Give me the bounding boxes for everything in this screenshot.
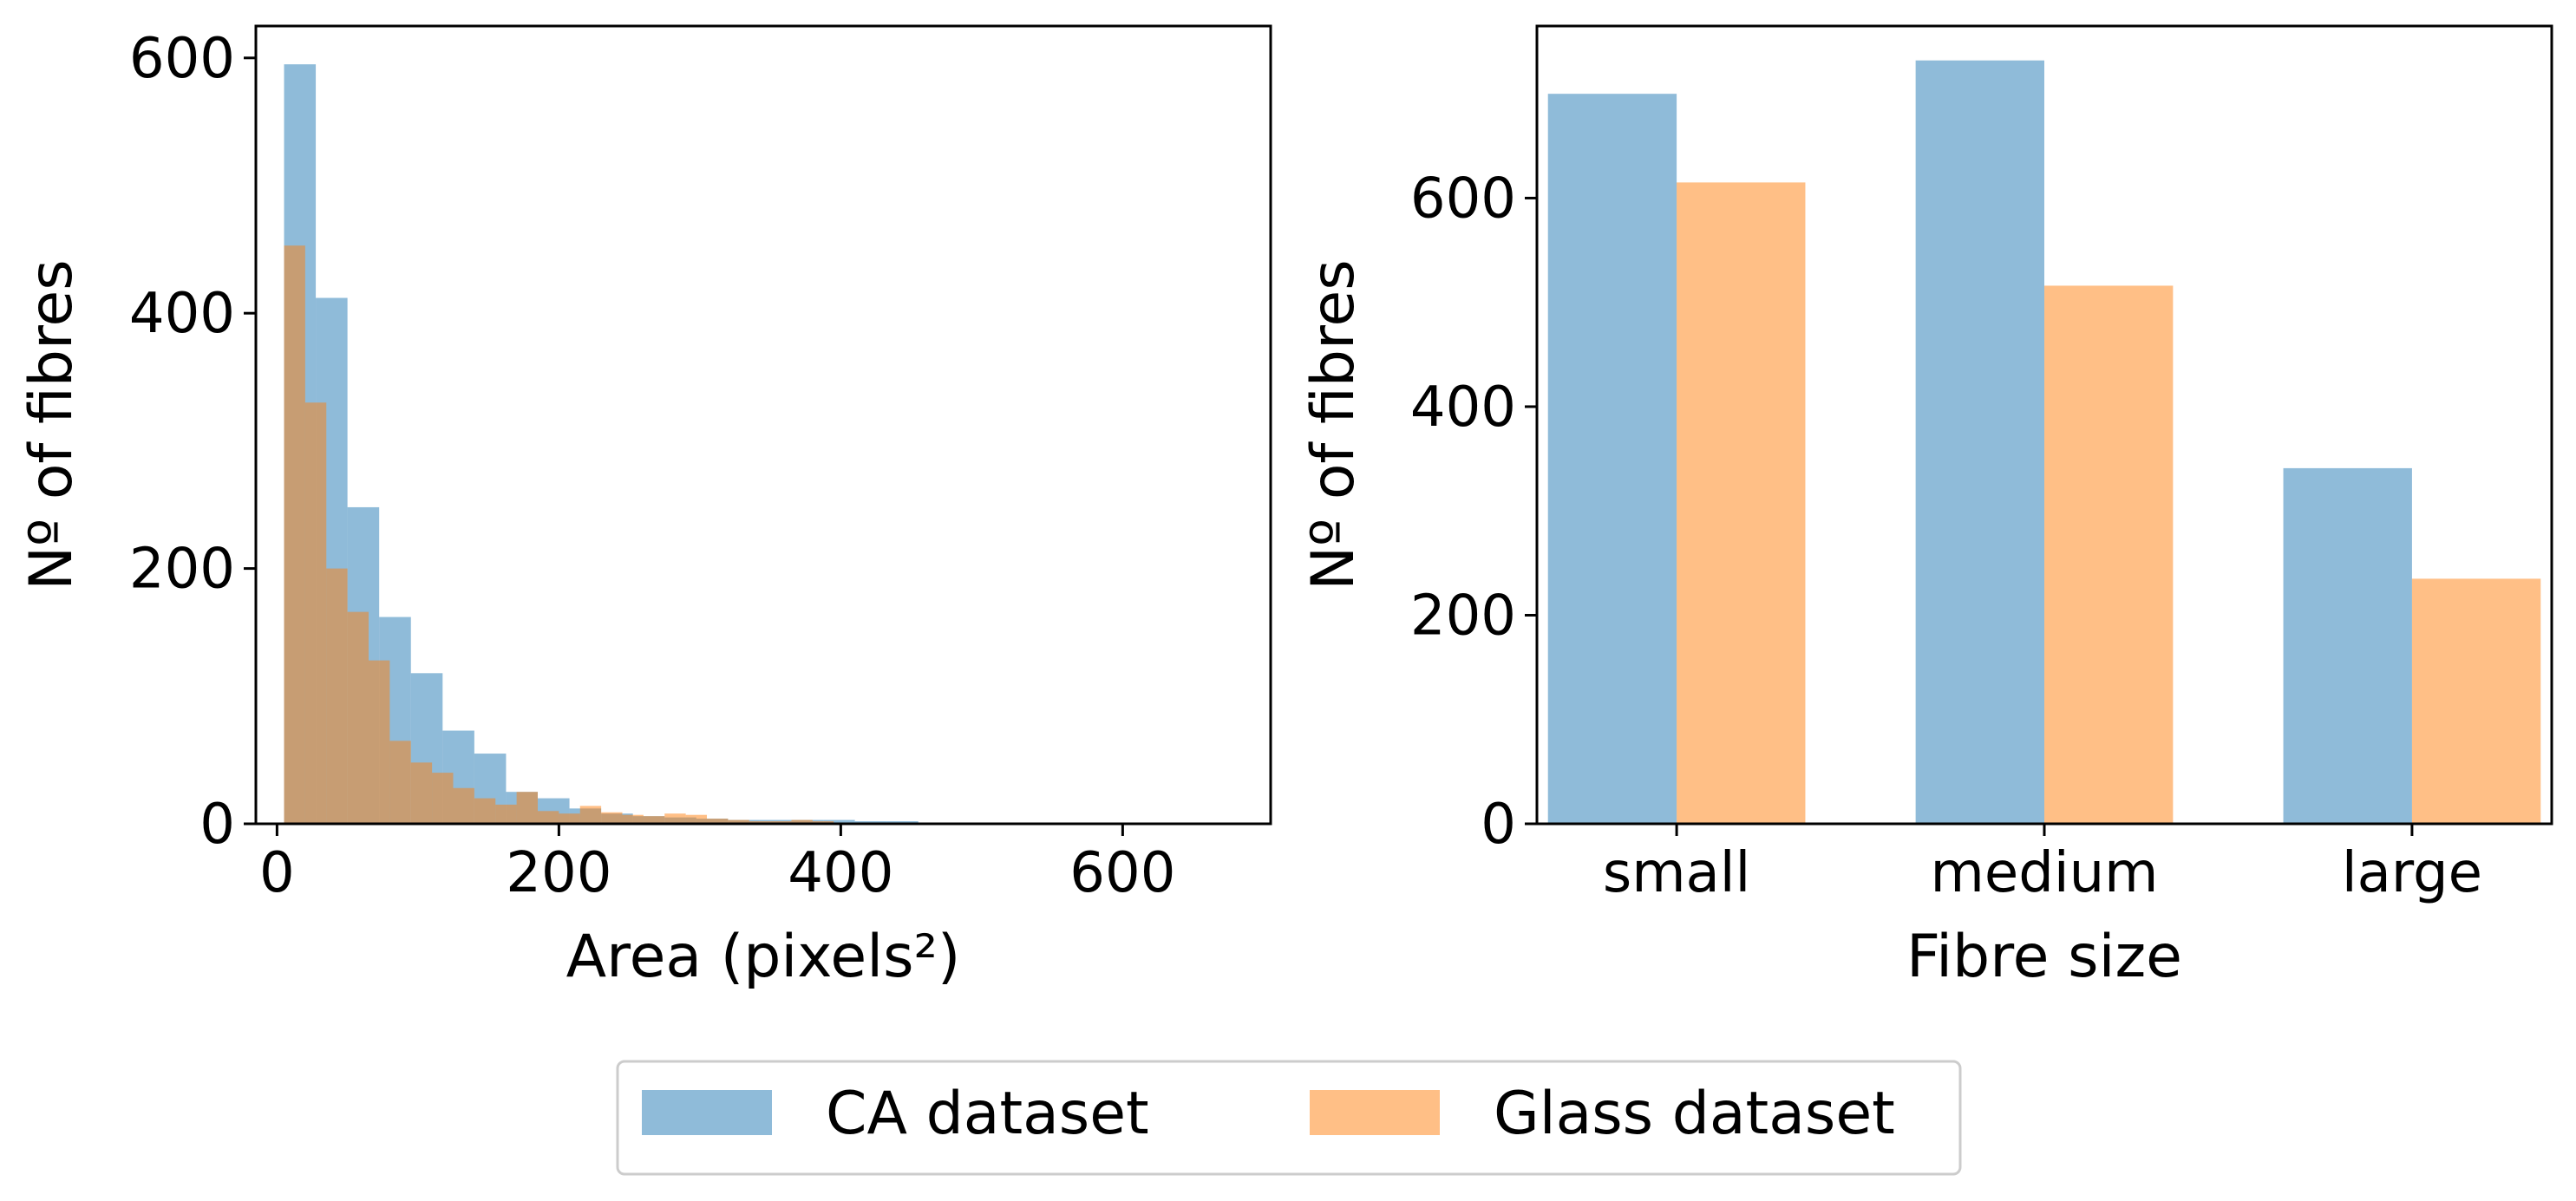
- area-histogram-x-ticks: 0 200 400 600: [259, 824, 1175, 905]
- glass-histogram-bar: [326, 568, 348, 824]
- legend-swatch-ca-dataset: [642, 1090, 772, 1135]
- x-tick-label-large: large: [2342, 841, 2482, 905]
- glass-histogram-bar: [707, 819, 729, 824]
- legend-label-ca-dataset: CA dataset: [826, 1080, 1149, 1148]
- y-tick-label: 400: [1410, 375, 1516, 440]
- glass-histogram-bar: [284, 245, 305, 825]
- area-histogram-bars: [284, 64, 1236, 825]
- glass-histogram-bar: [474, 798, 496, 824]
- x-tick-label: 200: [506, 841, 611, 905]
- fibre-size-x-ticks: small medium large: [1603, 824, 2482, 905]
- ca-bar-small: [1547, 94, 1677, 825]
- glass-histogram-bar: [347, 611, 369, 824]
- glass-histogram-bar: [601, 812, 623, 824]
- y-tick-label: 0: [199, 793, 235, 857]
- area-histogram-panel: 0 200 400 600 0 200 400 600 Area (pixels²) Nº …: [17, 24, 1272, 991]
- y-tick-label: 600: [1410, 166, 1516, 231]
- legend-swatch-glass-dataset: [1310, 1090, 1440, 1135]
- glass-histogram-bar: [369, 660, 390, 824]
- legend-label-glass-dataset: Glass dataset: [1494, 1080, 1895, 1148]
- glass-histogram-bar: [389, 741, 411, 824]
- area-histogram-x-axis-label: Area (pixels²): [566, 923, 961, 991]
- glass-histogram-bar: [643, 816, 665, 824]
- x-tick-label: 0: [259, 841, 295, 905]
- x-tick-label: 600: [1069, 841, 1175, 905]
- glass-histogram-bar: [728, 819, 749, 824]
- glass-bar-small: [1677, 182, 1806, 824]
- y-tick-label: 600: [129, 27, 235, 91]
- legend-box: [616, 1060, 1962, 1176]
- glass-histogram-bar: [432, 773, 454, 824]
- x-tick-label-medium: medium: [1930, 841, 2158, 905]
- glass-histogram-bar: [304, 402, 327, 824]
- glass-histogram-bar: [495, 804, 517, 824]
- ca-bar-medium: [1915, 60, 2044, 824]
- glass-histogram-bar: [453, 787, 474, 824]
- ca-bar-large: [2283, 467, 2412, 824]
- glass-histogram-bar: [622, 814, 644, 824]
- fibre-size-bar-panel: small medium large 0 200 400 600 Fibre size N…: [1299, 24, 2553, 991]
- glass-histogram-bar: [579, 806, 602, 824]
- glass-bar-large: [2411, 578, 2541, 824]
- glass-histogram-bar: [791, 819, 813, 824]
- y-tick-label: 400: [129, 282, 235, 346]
- fibre-size-y-ticks: 0 200 400 600: [1410, 166, 1537, 857]
- area-histogram-y-axis-label: Nº of fibres: [17, 259, 86, 590]
- y-tick-label: 0: [1481, 793, 1516, 857]
- glass-histogram-bar: [410, 762, 433, 824]
- y-tick-label: 200: [129, 538, 235, 602]
- glass-histogram-bar: [685, 814, 707, 824]
- glass-bar-medium: [2044, 285, 2174, 824]
- x-tick-label-small: small: [1603, 841, 1750, 905]
- ca-histogram-bar: [823, 819, 855, 824]
- fibre-size-bars: [1547, 60, 2541, 825]
- area-histogram-frame: [254, 24, 1272, 826]
- glass-histogram-bar: [538, 811, 559, 824]
- y-tick-label: 200: [1410, 584, 1516, 648]
- legend: CA dataset Glass dataset: [616, 1060, 1962, 1176]
- glass-histogram-bar: [664, 813, 686, 824]
- x-tick-label: 400: [788, 841, 893, 905]
- fibre-size-x-axis-label: Fibre size: [1906, 923, 2182, 991]
- glass-histogram-bar: [516, 792, 538, 824]
- area-histogram-y-ticks: 0 200 400 600: [129, 27, 256, 857]
- fibre-size-y-axis-label: Nº of fibres: [1299, 259, 1368, 590]
- glass-histogram-bar: [559, 813, 580, 824]
